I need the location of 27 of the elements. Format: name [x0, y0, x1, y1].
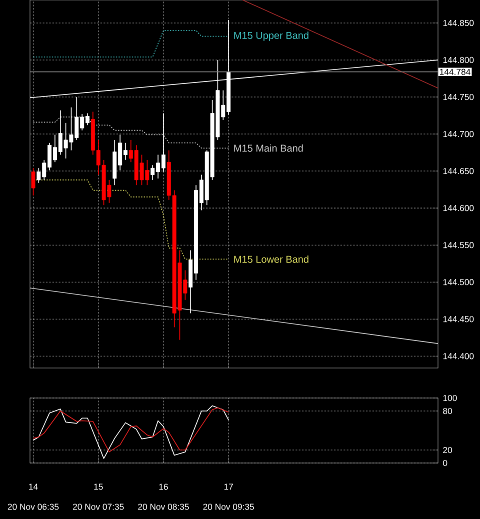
y-tick-label: 0	[443, 460, 448, 466]
x-tick-label: 20 Nov 07:35	[73, 504, 124, 510]
y-tick-label: 144.550	[443, 242, 474, 248]
y-tick-label: 144.700	[443, 130, 474, 138]
text: 16	[159, 484, 168, 490]
ref-line-label: 144.784	[440, 68, 470, 75]
series-label: M15 Lower Band	[234, 255, 308, 263]
series-label: M15 Upper Band	[234, 32, 308, 41]
x-tick-label: 20 Nov 06:35	[8, 504, 59, 510]
x-tick-label: 20 Nov 08:35	[138, 504, 189, 510]
y-tick-label: 100	[443, 394, 457, 402]
text: 14	[29, 484, 38, 490]
y-tick-label: 144.450	[443, 316, 474, 322]
y-tick-label: 144.750	[443, 94, 474, 100]
series-label: M15 Main Band	[234, 144, 303, 152]
y-tick-label: 144.850	[443, 20, 474, 26]
x-tick-label: 20 Nov 09:35	[203, 504, 254, 510]
candlestick	[31, 168, 36, 196]
y-tick-label: 144.600	[443, 205, 474, 212]
y-tick-label: 80	[443, 408, 452, 414]
y-tick-label: 20	[443, 446, 452, 454]
text: 17	[224, 484, 233, 490]
y-tick-label: 144.800	[443, 56, 474, 64]
y-tick-label: 144.400	[443, 353, 474, 360]
text: 15	[94, 484, 103, 490]
y-tick-label: 144.650	[443, 168, 474, 174]
y-tick-label: 144.500	[443, 279, 474, 286]
